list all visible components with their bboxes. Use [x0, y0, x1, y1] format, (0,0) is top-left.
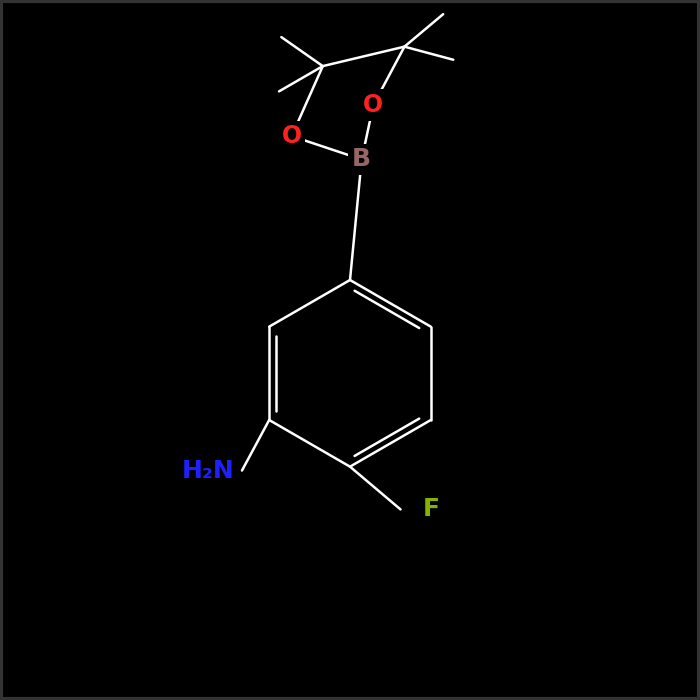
Text: O: O	[363, 93, 384, 117]
Text: O: O	[281, 124, 302, 148]
Text: F: F	[422, 498, 440, 522]
Text: H₂N: H₂N	[181, 458, 235, 482]
Text: B: B	[352, 148, 371, 172]
